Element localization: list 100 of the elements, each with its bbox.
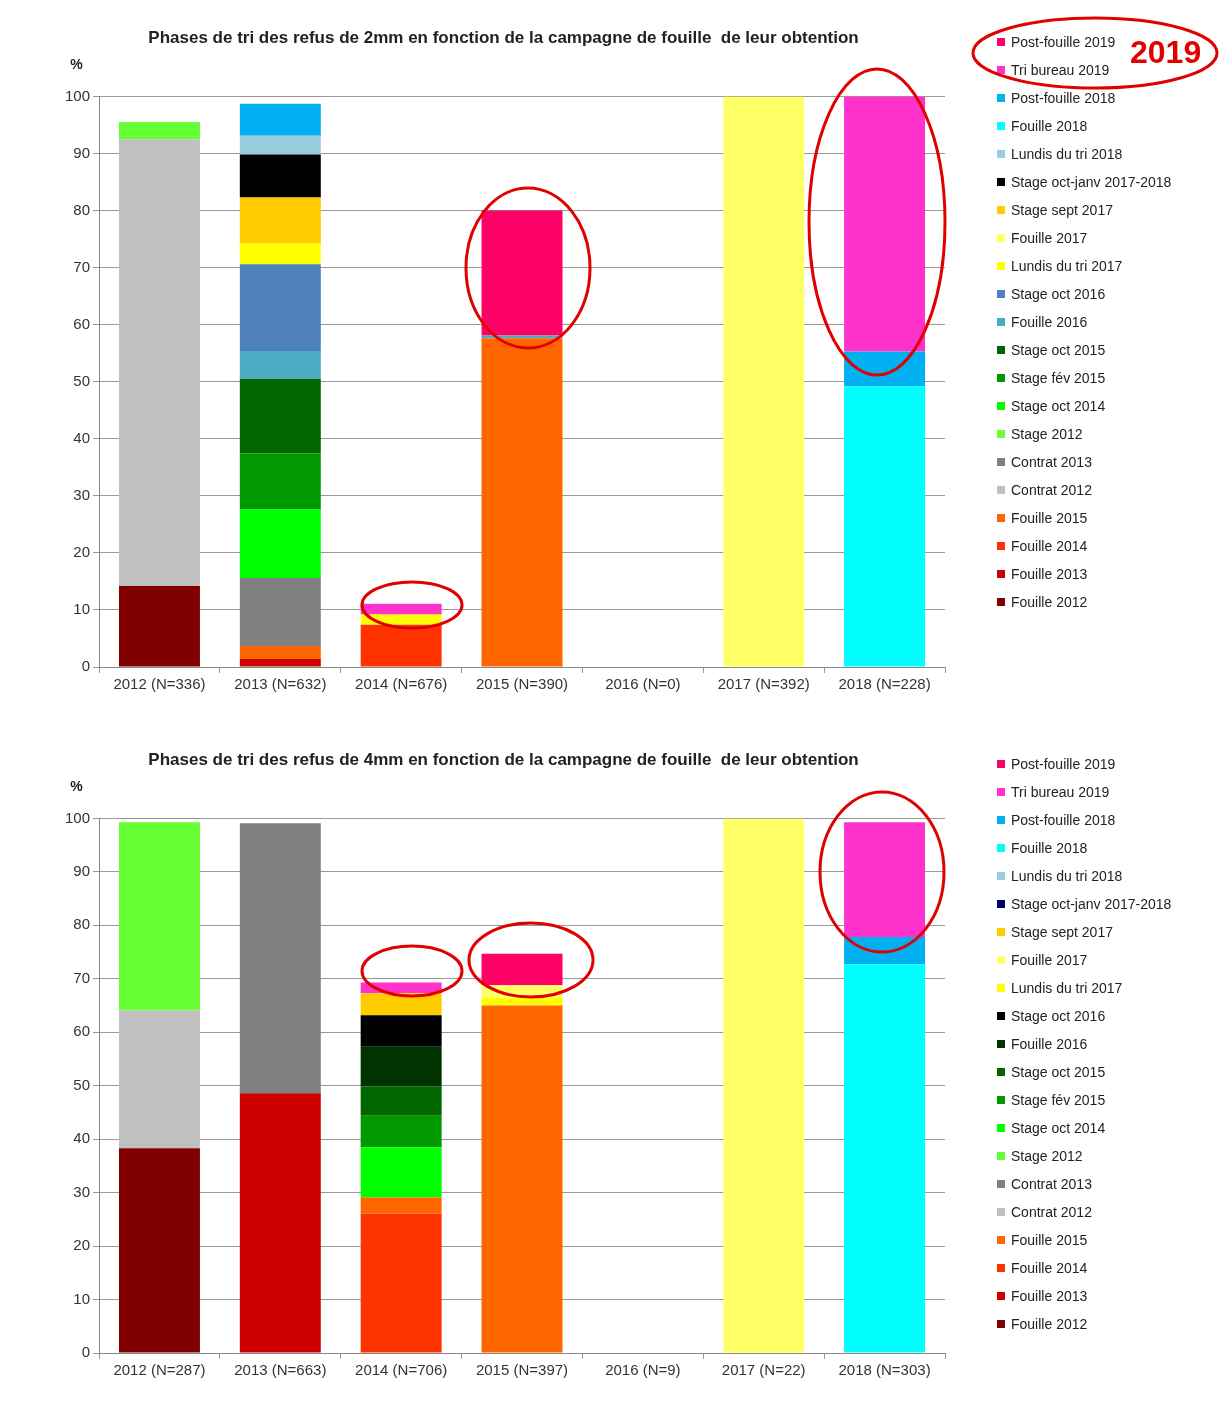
- x-tick-label: 2015 (N=397): [475, 1361, 569, 1379]
- legend-label: Contrat 2013: [1011, 454, 1092, 470]
- bar: [481, 953, 563, 986]
- bar: [481, 1005, 563, 1353]
- y-tick-label: 60: [73, 314, 91, 332]
- legend-label: Fouille 2012: [1011, 594, 1088, 610]
- legend-label: Lundis du tri 2018: [1011, 146, 1123, 162]
- legend-label: Stage oct 2015: [1011, 342, 1106, 358]
- legend-label: Fouille 2016: [1011, 314, 1088, 330]
- legend-label: Stage oct-janv 2017-2018: [1011, 174, 1172, 190]
- legend-label: Lundis du tri 2017: [1011, 258, 1123, 274]
- y-tick-label: 10: [73, 1289, 91, 1307]
- y-axis-title: %: [70, 56, 84, 73]
- legend-label: Stage oct 2014: [1011, 398, 1106, 414]
- bar: [723, 96, 805, 667]
- chart-title: Phases de tri des refus de 4mm en fonction de la campagne de fouille de leur obtention: [148, 749, 859, 769]
- bar: [844, 386, 926, 667]
- legend-label: Post-fouille 2018: [1011, 812, 1116, 828]
- x-tick-label: 2015 (N=390): [475, 675, 569, 693]
- bar: [239, 823, 321, 1094]
- bar: [239, 659, 321, 667]
- bar: [239, 103, 321, 136]
- legend-label: Fouille 2015: [1011, 1232, 1088, 1248]
- legend-label: Fouille 2017: [1011, 952, 1088, 968]
- y-tick-label: 100: [65, 808, 91, 826]
- x-tick-label: 2014 (N=676): [355, 675, 448, 693]
- x-tick-label: 2016 (N=9): [605, 1361, 681, 1379]
- x-tick-label: 2017 (N=22): [721, 1361, 806, 1379]
- bar: [844, 351, 926, 387]
- legend-label: Stage 2012: [1011, 1148, 1083, 1164]
- legend-label: Post-fouille 2019: [1011, 756, 1116, 772]
- legend-label: Fouille 2017: [1011, 230, 1088, 246]
- text: 2019: [1130, 34, 1202, 70]
- y-tick-label: 80: [73, 200, 91, 218]
- bar: [239, 378, 321, 454]
- y-tick-label: 30: [73, 485, 91, 503]
- bar: [118, 822, 200, 1011]
- x-tick-label: 2014 (N=706): [355, 1361, 448, 1379]
- bar: [360, 1046, 442, 1087]
- bar: [360, 1086, 442, 1116]
- y-tick-label: 40: [73, 428, 91, 446]
- y-tick-label: 60: [73, 1022, 91, 1040]
- x-tick-label: 2018 (N=228): [838, 675, 931, 693]
- x-tick-label: 2012 (N=287): [113, 1361, 206, 1379]
- bar: [844, 964, 926, 1353]
- x-tick-label: 2013 (N=632): [234, 675, 327, 693]
- x-tick-label: 2016 (N=0): [605, 675, 681, 693]
- bar: [360, 603, 442, 615]
- bar: [118, 1010, 200, 1149]
- bar: [360, 1015, 442, 1047]
- legend-label: Post-fouille 2018: [1011, 90, 1116, 106]
- bar: [481, 338, 563, 667]
- legend-label: Stage oct 2016: [1011, 1008, 1106, 1024]
- bar: [360, 1213, 442, 1353]
- y-tick-label: 70: [73, 257, 91, 275]
- y-tick-label: 90: [73, 862, 91, 879]
- bar: [360, 993, 442, 1016]
- legend-label: Stage oct-janv 2017-2018: [1011, 896, 1172, 912]
- legend-label: Fouille 2018: [1011, 840, 1088, 856]
- bar: [360, 1115, 442, 1148]
- y-tick-label: 50: [73, 1075, 91, 1093]
- bar: [239, 197, 321, 244]
- legend-label: Stage 2012: [1011, 426, 1083, 442]
- bar: [239, 453, 321, 510]
- x-tick-label: 2013 (N=663): [234, 1361, 327, 1379]
- y-tick-label: 100: [65, 86, 91, 104]
- legend-label: Fouille 2014: [1011, 538, 1088, 554]
- bar: [239, 1093, 321, 1353]
- legend-label: Stage sept 2017: [1011, 202, 1113, 218]
- legend-label: Fouille 2013: [1011, 1288, 1088, 1304]
- legend-label: Post-fouille 2019: [1011, 34, 1116, 50]
- y-tick-label: 40: [73, 1129, 91, 1147]
- legend-label: Fouille 2016: [1011, 1036, 1088, 1052]
- y-tick-label: 20: [73, 543, 91, 561]
- bar: [360, 624, 442, 667]
- legend-label: Fouille 2013: [1011, 566, 1088, 582]
- bar: [239, 509, 321, 578]
- legend-label: Tri bureau 2019: [1011, 62, 1110, 78]
- bar: [239, 135, 321, 155]
- bar: [118, 122, 200, 140]
- bar: [239, 264, 321, 351]
- legend-label: Contrat 2013: [1011, 1176, 1092, 1192]
- legend-label: Lundis du tri 2017: [1011, 980, 1123, 996]
- legend-label: Stage oct 2016: [1011, 286, 1106, 302]
- bar: [723, 818, 805, 1353]
- bar: [360, 1147, 442, 1198]
- y-tick-label: 10: [73, 600, 91, 618]
- legend-label: Stage oct 2014: [1011, 1120, 1106, 1136]
- bar: [239, 577, 321, 646]
- bar: [239, 243, 321, 265]
- legend-label: Fouille 2012: [1011, 1316, 1088, 1332]
- bar: [239, 350, 321, 379]
- legend-label: Lundis du tri 2018: [1011, 868, 1123, 884]
- y-tick-label: 80: [73, 915, 91, 933]
- y-tick-label: 90: [73, 143, 91, 161]
- y-tick-label: 70: [73, 968, 91, 986]
- x-tick-label: 2018 (N=303): [838, 1361, 931, 1379]
- x-tick-label: 2012 (N=336): [113, 675, 206, 693]
- bar: [360, 1197, 442, 1214]
- legend-label: Fouille 2018: [1011, 118, 1088, 134]
